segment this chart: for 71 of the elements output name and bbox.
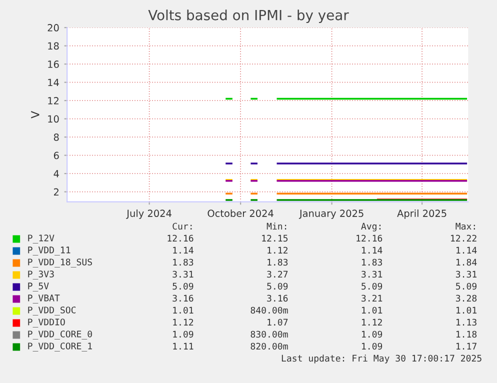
text: 5.09	[267, 282, 288, 290]
text: 12.22	[451, 234, 476, 242]
y-tick-label: 14	[48, 78, 59, 86]
text: 1.12	[362, 318, 382, 326]
y-tick-label: 10	[48, 115, 59, 123]
text: 1.13	[456, 318, 476, 326]
text: 3.16	[172, 294, 194, 302]
text: 1.14	[456, 246, 477, 254]
text: 1.07	[268, 318, 288, 326]
text: 1.11	[173, 342, 194, 350]
text: 1.09	[362, 342, 382, 350]
text: 1.14	[173, 246, 194, 254]
text: 1.09	[362, 330, 382, 338]
text: 1.14	[362, 246, 382, 254]
legend-label: P_VDD_SOC	[28, 306, 76, 316]
text: 3.28	[456, 294, 477, 302]
text: 840.00m	[250, 306, 288, 314]
text: 1.83	[173, 258, 194, 266]
text: Cur:	[172, 222, 192, 230]
y-tick-label: 6	[54, 152, 59, 160]
text: 5.09	[456, 282, 477, 290]
y-tick-label: 18	[48, 42, 59, 50]
text: 1.01	[456, 306, 477, 314]
y-tick-label: 8	[54, 134, 59, 141]
text: Max:	[456, 222, 475, 230]
text: 1.83	[268, 258, 288, 266]
y-tick-label: 2	[54, 188, 58, 196]
text: 1.12	[173, 318, 194, 326]
text: 1.17	[456, 342, 476, 350]
legend-label: P_VDD_18_SUS	[28, 258, 92, 268]
x-tick-label: January 2025	[298, 210, 364, 219]
x-tick-label: April 2025	[397, 209, 446, 219]
text: 820.00m	[250, 342, 288, 350]
legend-label: P_VBAT	[28, 294, 60, 304]
chart-title: Volts based on IPMI - by year	[148, 10, 349, 24]
text: 1.12	[268, 246, 288, 254]
text: 12.15	[262, 234, 288, 242]
text: 1.18	[456, 330, 477, 338]
y-tick-label: 4	[54, 170, 59, 178]
legend-label: P_3V3	[28, 270, 54, 280]
text: 12.16	[168, 234, 194, 242]
text: 5.09	[362, 282, 382, 290]
text: 3.31	[362, 270, 382, 278]
text: Min:	[266, 222, 286, 230]
text: 12.16	[356, 234, 382, 242]
y-tick-label: 12	[48, 97, 58, 104]
legend-label: P_VDD_CORE_0	[28, 330, 92, 340]
y-tick-label: 20	[48, 24, 59, 32]
text: 1.83	[362, 258, 382, 266]
text: 3.21	[362, 294, 382, 302]
text: 3.31	[456, 270, 477, 278]
text: 1.09	[173, 330, 194, 338]
y-axis-title: V	[31, 111, 40, 118]
x-tick-label: October 2024	[208, 209, 274, 218]
text: 1.01	[173, 306, 194, 314]
y-tick-label: 16	[48, 60, 59, 68]
text: 1.84	[456, 258, 477, 266]
legend-label: P_12V	[28, 234, 54, 244]
legend-label: P_5V	[28, 282, 49, 292]
text: 830.00m	[250, 330, 288, 338]
legend-label: P_VDDIO	[28, 318, 65, 328]
text: Avg:	[361, 222, 381, 232]
legend-label: P_VDD_11	[28, 246, 70, 256]
legend-label: P_VDD_CORE_1	[28, 342, 92, 352]
text: 3.16	[267, 294, 288, 302]
text: 1.01	[362, 306, 382, 314]
text: 3.27	[267, 270, 288, 278]
text: 3.31	[172, 270, 194, 278]
text: Last update: Fri May 30 17:00:17 2025	[282, 354, 482, 364]
x-tick-label: July 2024	[126, 209, 172, 219]
text: 5.09	[172, 282, 194, 290]
